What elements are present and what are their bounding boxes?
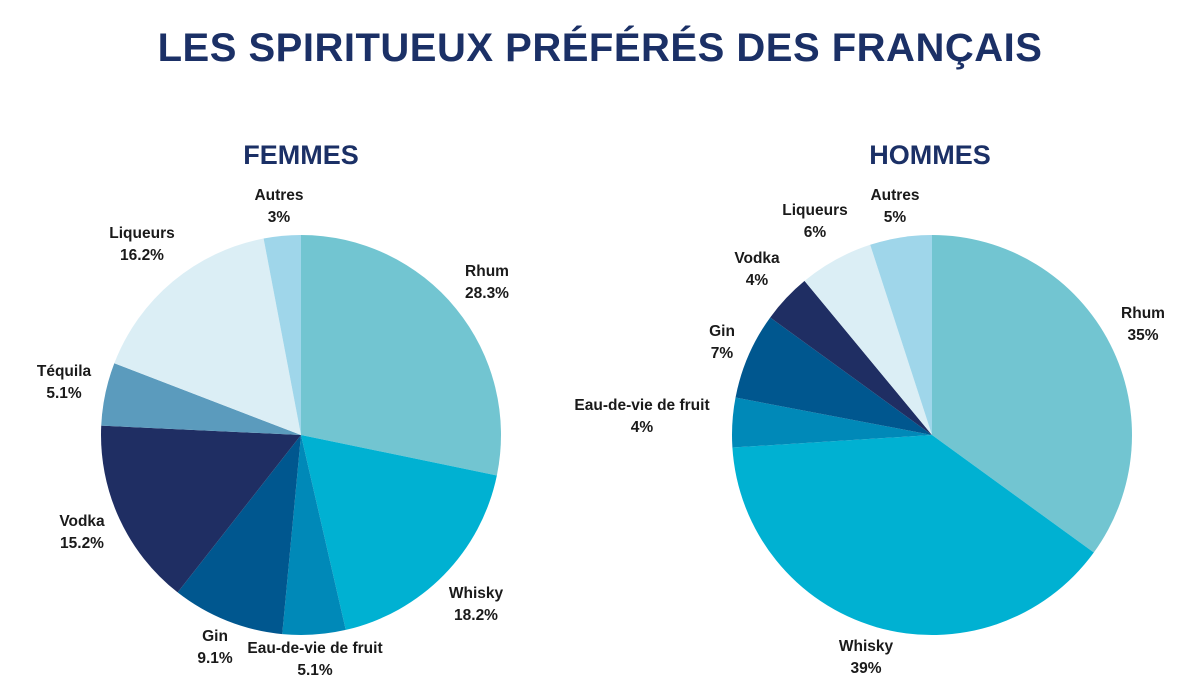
slice-value: 16.2% [120, 247, 164, 264]
slice-label-hommes-gin: Gin 7% [709, 323, 735, 362]
pie-slice-hommes-whisky [732, 435, 1094, 636]
page-title: LES SPIRITUEUX PRÉFÉRÉS DES FRANÇAIS [157, 26, 1043, 70]
pie-slice-femmes-autres [263, 235, 301, 435]
slice-label-hommes-liqueurs: Liqueurs 6% [782, 202, 847, 241]
pie-slice-femmes-whisky [301, 435, 497, 630]
pie-slice-femmes-eau-de-vie-de-fruit [282, 435, 346, 636]
slice-value: 4% [631, 419, 654, 436]
slice-name: Gin [202, 628, 228, 645]
slice-value: 6% [804, 224, 827, 241]
pie-slice-hommes-rhum [932, 235, 1132, 553]
slice-label-femmes-eau-de-vie-de-fruit: Eau-de-vie de fruit 5.1% [247, 640, 382, 679]
pie-slice-femmes-liqueurs [114, 238, 301, 435]
slice-value: 18.2% [454, 607, 498, 624]
pie-slice-hommes-gin [735, 317, 932, 435]
slice-name: Autres [870, 187, 919, 204]
pie-slice-hommes-eau-de-vie-de-fruit [731, 397, 932, 448]
slice-value: 28.3% [465, 285, 509, 302]
slice-value: 39% [850, 660, 881, 677]
pie-slice-femmes-gin [177, 435, 301, 635]
pie-slice-femmes-rhum [301, 235, 501, 476]
slice-label-femmes-whisky: Whisky 18.2% [449, 585, 504, 624]
slice-value: 5.1% [297, 662, 333, 679]
slice-label-femmes-tequila: Téquila 5.1% [37, 363, 92, 402]
slice-value: 9.1% [197, 650, 233, 667]
slice-value: 5.1% [46, 385, 82, 402]
slice-name: Rhum [1121, 305, 1165, 322]
pie-slice-hommes-autres [870, 235, 932, 435]
pie-slice-hommes-liqueurs [804, 244, 932, 435]
slice-label-hommes-rhum: Rhum 35% [1121, 305, 1165, 344]
slice-label-femmes-liqueurs: Liqueurs 16.2% [109, 225, 174, 264]
slice-label-hommes-vodka: Vodka 4% [734, 250, 780, 289]
pie-hommes [731, 235, 1132, 636]
slice-name: Vodka [734, 250, 780, 267]
slice-name: Vodka [59, 513, 105, 530]
slice-name: Liqueurs [109, 225, 174, 242]
slice-name: Whisky [449, 585, 504, 602]
slice-label-femmes-rhum: Rhum 28.3% [465, 263, 509, 302]
slice-name: Autres [254, 187, 303, 204]
slice-name: Liqueurs [782, 202, 847, 219]
slice-label-hommes-eau-de-vie-de-fruit: Eau-de-vie de fruit 4% [574, 397, 709, 436]
pie-slice-femmes-vodka [100, 425, 301, 593]
slice-name: Téquila [37, 363, 92, 380]
slice-name: Rhum [465, 263, 509, 280]
slice-label-hommes-whisky: Whisky 39% [839, 638, 894, 677]
slice-value: 5% [884, 209, 907, 226]
slice-name: Whisky [839, 638, 894, 655]
pie-femmes [100, 235, 501, 636]
slice-value: 7% [711, 345, 734, 362]
slice-name: Gin [709, 323, 735, 340]
slice-name: Eau-de-vie de fruit [247, 640, 382, 657]
slice-value: 4% [746, 272, 769, 289]
slice-label-femmes-gin: Gin 9.1% [197, 628, 233, 667]
slice-label-femmes-vodka: Vodka 15.2% [59, 513, 105, 552]
chart-title-hommes: HOMMES [869, 140, 991, 170]
slice-value: 15.2% [60, 535, 104, 552]
slice-label-hommes-autres: Autres 5% [870, 187, 919, 226]
pie-slice-femmes-tequila [101, 363, 301, 435]
pie-slice-hommes-vodka [770, 280, 932, 435]
slice-label-femmes-autres: Autres 3% [254, 187, 303, 226]
slice-name: Eau-de-vie de fruit [574, 397, 709, 414]
chart-title-femmes: FEMMES [243, 140, 359, 170]
slice-value: 35% [1127, 327, 1158, 344]
slice-value: 3% [268, 209, 291, 226]
